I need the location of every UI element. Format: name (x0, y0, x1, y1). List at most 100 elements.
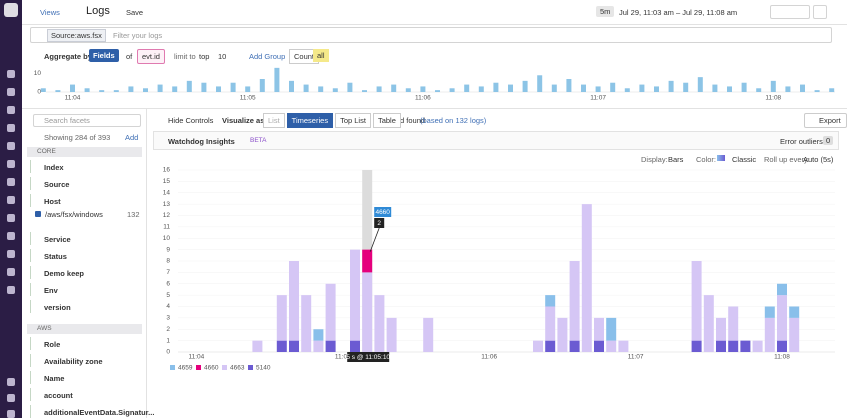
save-button[interactable]: Save (126, 8, 144, 17)
bar (172, 86, 178, 92)
legend-label: 4659 (178, 365, 193, 372)
facet-name[interactable]: Role (44, 340, 61, 349)
bar-segment (703, 295, 714, 352)
bar (230, 82, 236, 92)
nav-icon[interactable] (7, 286, 15, 294)
bar (303, 84, 309, 92)
time-range[interactable]: Jul 29, 11:03 am – Jul 29, 11:08 am (619, 8, 738, 17)
time-span[interactable]: 5m (596, 6, 615, 17)
nav-icon[interactable] (7, 160, 15, 168)
bar (362, 90, 367, 92)
facet-value[interactable]: /aws/fsx/windows (45, 210, 103, 219)
measure-scope[interactable]: all (313, 49, 329, 62)
bar (639, 84, 645, 92)
facet-name[interactable]: account (44, 391, 73, 400)
bar (201, 82, 207, 92)
bar (391, 84, 397, 92)
bar (668, 80, 674, 92)
nav-icon[interactable] (7, 142, 15, 150)
search-placeholder[interactable]: Filter your logs (113, 31, 163, 40)
group-field[interactable]: evt.id (137, 49, 165, 64)
nav-icon[interactable] (7, 268, 15, 276)
bar-segment (545, 340, 556, 352)
refresh-button[interactable] (813, 5, 827, 19)
view-tab[interactable]: Table (372, 113, 401, 128)
bar-segment (533, 340, 543, 352)
limit-value[interactable]: 10 (218, 52, 227, 61)
facet-name[interactable]: Status (44, 252, 67, 261)
facet-row-border (30, 388, 31, 401)
nav-icon[interactable] (7, 106, 15, 114)
add-group[interactable]: Add Group (249, 52, 286, 61)
time-controls[interactable] (770, 5, 810, 19)
views-button[interactable]: Views (40, 8, 60, 17)
facet-name[interactable]: Availability zone (44, 357, 103, 366)
view-tab[interactable]: Top List (335, 113, 371, 128)
bar (157, 84, 163, 92)
view-tab[interactable]: Timeseries (286, 113, 334, 128)
bar (332, 88, 338, 92)
bar-segment (325, 283, 336, 341)
bar (128, 86, 134, 92)
nav-icon[interactable] (7, 70, 15, 78)
bar (113, 90, 119, 92)
facet-add[interactable]: Add (125, 133, 139, 142)
facet-name[interactable]: Name (44, 374, 65, 383)
facet-row-border (30, 194, 31, 207)
tooltip-name-bg (374, 207, 392, 217)
display-value[interactable]: Bars (668, 155, 684, 164)
bar-segment (276, 340, 287, 352)
nav-icon[interactable] (7, 196, 15, 204)
y-tick-label: 14 (163, 189, 171, 196)
bar-segment (362, 249, 373, 273)
facet-name[interactable]: Service (44, 235, 71, 244)
watchdog-beta: BETA (250, 137, 267, 144)
nav-icon[interactable] (7, 214, 15, 222)
facet-name[interactable]: Env (44, 286, 58, 295)
search-bar[interactable] (30, 27, 832, 43)
color-value[interactable]: Classic (732, 155, 757, 164)
hover-time-bg (347, 352, 390, 362)
facet-name[interactable]: Index (44, 163, 64, 172)
facet-name[interactable]: Demo keep (44, 269, 85, 278)
nav-icon[interactable] (7, 178, 15, 186)
facet-name[interactable]: version (44, 303, 71, 312)
facet-name[interactable]: additionalEventData.Signatur... (44, 408, 155, 417)
nav-icon[interactable] (7, 88, 15, 96)
x-tick-label: 11:06 (415, 95, 431, 102)
bar (712, 84, 718, 92)
view-tab[interactable]: List (263, 113, 285, 128)
facet-search[interactable] (33, 114, 141, 127)
bar-segment (350, 340, 360, 352)
limit-direction[interactable]: top (199, 52, 210, 61)
facet-row-border (30, 266, 31, 279)
bar (464, 84, 470, 92)
bar (420, 86, 426, 92)
tooltip-name: 4660 (375, 209, 390, 216)
hide-controls[interactable]: Hide Controls (168, 116, 214, 125)
error-outliers-label: Error outliers (780, 137, 823, 146)
facet-name[interactable]: Host (44, 197, 61, 206)
y-tick-label: 4 (166, 303, 170, 310)
error-outliers-count: 0 (823, 136, 834, 145)
facet-checkbox[interactable] (35, 211, 41, 217)
nav-icon[interactable] (7, 378, 15, 386)
nav-icon[interactable] (7, 410, 15, 418)
rollup-value[interactable]: Auto (5s) (803, 155, 834, 164)
nav-icon[interactable] (7, 232, 15, 240)
bar-segment (423, 317, 434, 352)
bar (347, 82, 353, 92)
nav-icon[interactable] (7, 250, 15, 258)
facet-search-placeholder[interactable]: Search facets (44, 116, 90, 125)
nav-icon[interactable] (7, 124, 15, 132)
search-query[interactable]: Source:aws.fsx (47, 29, 106, 42)
export-button[interactable]: Export (804, 113, 847, 128)
bar (274, 67, 280, 92)
facet-name[interactable]: Source (44, 180, 70, 189)
facet-row-border (30, 300, 31, 313)
aggregate-mode[interactable]: Fields (89, 49, 119, 62)
nav-logo[interactable] (4, 3, 18, 17)
bar (800, 84, 805, 92)
tooltip-value: 2 (377, 220, 381, 227)
nav-icon[interactable] (7, 394, 15, 402)
